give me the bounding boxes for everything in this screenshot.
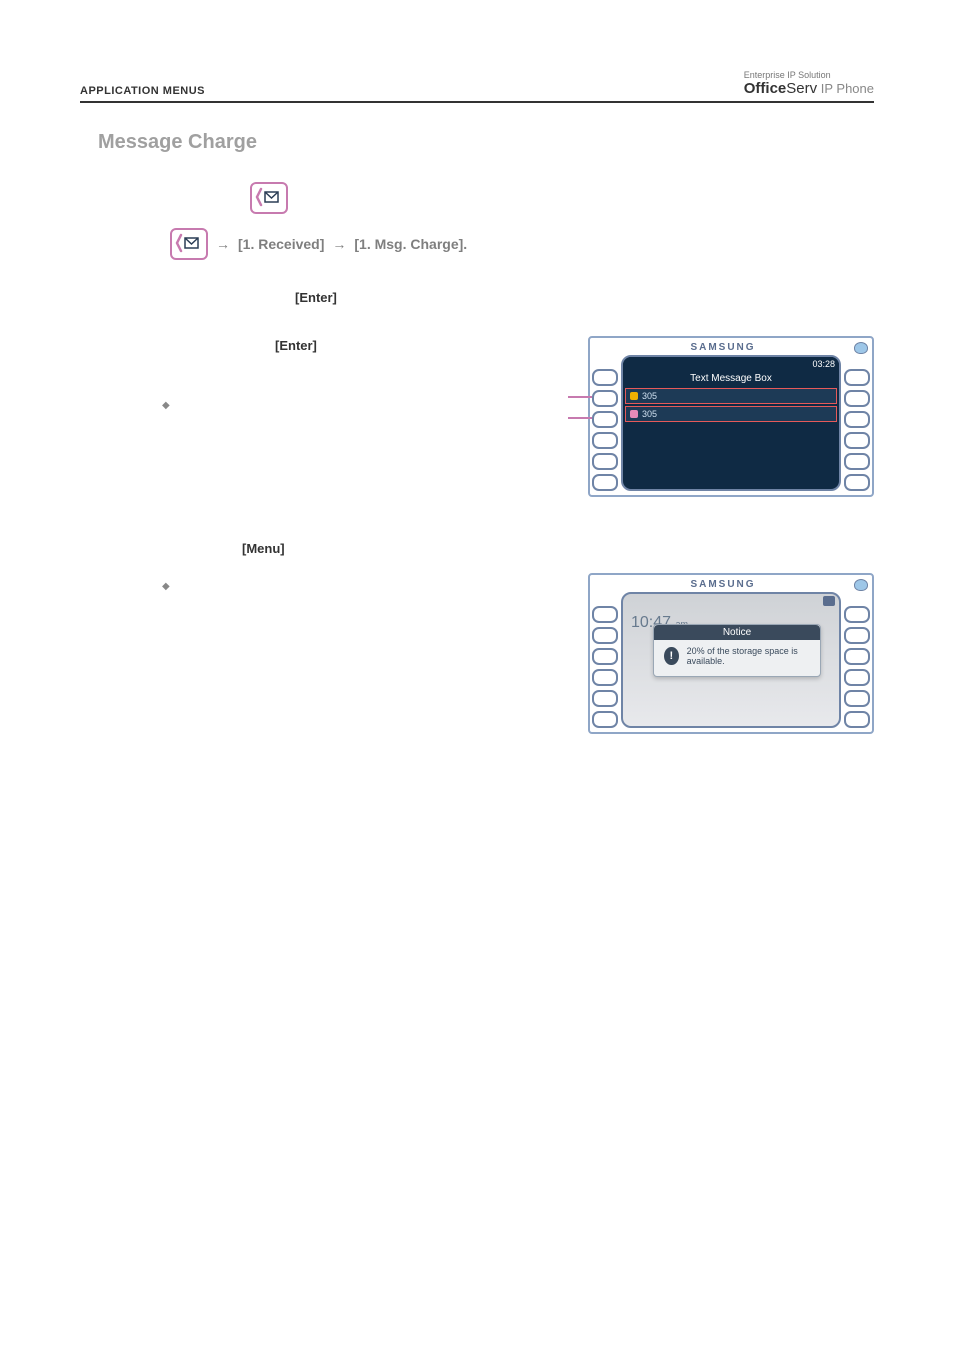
header-left: APPLICATION MENUS — [80, 85, 205, 97]
side-button[interactable] — [592, 690, 618, 707]
side-button[interactable] — [844, 411, 870, 428]
phone-brand: SAMSUNG — [592, 340, 854, 355]
side-button[interactable] — [844, 627, 870, 644]
side-button[interactable] — [844, 369, 870, 386]
side-button[interactable] — [592, 453, 618, 470]
phone-screen: 10:47 am Notice ! 20% of the storage spa… — [621, 592, 841, 728]
arrow-icon: → — [216, 236, 230, 252]
side-button[interactable] — [592, 648, 618, 665]
brand-tail: IP Phone — [817, 81, 874, 96]
envelope-icon — [630, 410, 638, 418]
message-row[interactable]: 305 — [625, 406, 837, 422]
side-button[interactable] — [592, 474, 618, 491]
row-label: 305 — [642, 391, 657, 401]
side-button[interactable] — [844, 453, 870, 470]
notice-title: Notice — [654, 625, 820, 640]
enter-key-label: [Enter] — [295, 288, 874, 308]
side-button[interactable] — [592, 369, 618, 386]
enter-key-label: [Enter] — [275, 336, 520, 356]
brand-main2: Serv — [786, 80, 817, 97]
nav-step-msg-charge: [1. Msg. Charge]. — [354, 236, 467, 252]
notice-dialog: Notice ! 20% of the storage space is ava… — [653, 624, 821, 677]
screen-title: Text Message Box — [623, 371, 839, 388]
running-header: APPLICATION MENUS Enterprise IP Solution… — [80, 70, 874, 103]
side-button[interactable] — [844, 711, 870, 728]
side-button[interactable] — [592, 627, 618, 644]
side-button[interactable] — [844, 432, 870, 449]
side-button[interactable] — [592, 606, 618, 623]
phone-mock-notice: SAMSUNG — [588, 573, 874, 734]
section-title: Message Charge — [98, 131, 874, 154]
side-button[interactable] — [592, 390, 618, 407]
envelope-icon — [630, 392, 638, 400]
status-icon — [823, 596, 835, 606]
message-box-icon — [170, 228, 208, 260]
side-button[interactable] — [592, 411, 618, 428]
side-button[interactable] — [844, 390, 870, 407]
side-button[interactable] — [844, 690, 870, 707]
led-icon — [854, 342, 868, 354]
side-button[interactable] — [844, 669, 870, 686]
nav-step-received: [1. Received] — [238, 236, 324, 252]
side-button[interactable] — [592, 711, 618, 728]
screen-time: 03:28 — [812, 359, 835, 369]
brand-sub: Enterprise IP Solution — [744, 70, 874, 80]
header-brand: Enterprise IP Solution OfficeServ IP Pho… — [744, 70, 874, 97]
menu-key-label: [Menu] — [242, 539, 874, 559]
side-button[interactable] — [592, 669, 618, 686]
phone-mock-message-box: SAMSUNG — [588, 336, 874, 497]
phone-screen: 03:28 Text Message Box 305 305 — [621, 355, 841, 491]
arrow-icon: → — [332, 236, 346, 252]
bullet-icon: ◆ — [162, 577, 176, 592]
side-button[interactable] — [592, 432, 618, 449]
side-button[interactable] — [844, 606, 870, 623]
led-icon — [854, 579, 868, 591]
bullet-icon: ◆ — [162, 396, 176, 411]
callout-line — [568, 417, 592, 419]
callout-line — [568, 396, 592, 398]
brand-main1: Office — [744, 80, 787, 97]
notice-body-text: 20% of the storage space is available. — [687, 646, 810, 666]
row-label: 305 — [642, 409, 657, 419]
phone-brand: SAMSUNG — [592, 577, 854, 592]
nav-path: → [1. Received] → [1. Msg. Charge]. — [170, 228, 874, 260]
info-icon: ! — [664, 647, 679, 665]
message-row[interactable]: 305 — [625, 388, 837, 404]
side-button[interactable] — [844, 474, 870, 491]
side-button[interactable] — [844, 648, 870, 665]
message-box-icon — [250, 182, 288, 214]
